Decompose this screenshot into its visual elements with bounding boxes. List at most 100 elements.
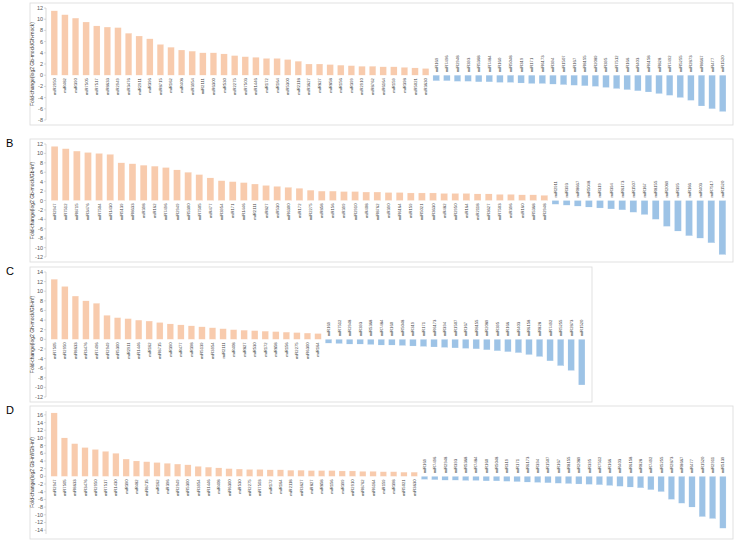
x-tick-label: miR160: [497, 57, 502, 72]
x-tick-label: miR166: [607, 458, 612, 473]
bar: [316, 64, 323, 75]
y-tick: [44, 499, 46, 500]
x-tick-label: miR6164: [381, 78, 386, 95]
x-tick-label: miR2275: [247, 479, 252, 496]
bar: [563, 201, 570, 206]
bar: [709, 476, 715, 518]
x-tick-label: miR398: [402, 78, 407, 93]
y-tick-label: 2: [40, 327, 43, 333]
x-tick-label: miR166: [687, 182, 692, 197]
x-tick-label: miR1520: [720, 55, 725, 72]
bar: [263, 58, 270, 75]
bar: [196, 175, 203, 201]
bar: [83, 22, 90, 75]
bar: [296, 188, 303, 200]
x-tick-label: miR2911: [553, 180, 558, 197]
x-tick-label: miR156: [329, 479, 334, 494]
bar: [688, 75, 695, 100]
x-tick-label: miR390: [168, 342, 173, 357]
bar: [396, 192, 403, 200]
bar: [162, 168, 169, 201]
x-tick-label: miR5368: [476, 55, 481, 72]
x-tick-label: miR2911: [126, 342, 131, 359]
x-tick-label: miR7504: [97, 203, 102, 220]
y-tick: [44, 310, 46, 311]
bar: [596, 476, 602, 484]
x-tick-label: miR7517: [103, 479, 108, 496]
bar: [129, 164, 136, 201]
bar: [709, 75, 716, 109]
bar: [199, 327, 206, 340]
x-tick-label: miR156: [338, 78, 343, 93]
x-tick-label: miR5255: [678, 55, 683, 72]
x-tick-label: miR169: [422, 458, 427, 473]
bar: [630, 201, 637, 213]
x-tick-label: miR395: [603, 57, 608, 72]
x-labels: miR2947miR7512miR8715miR3476miR7504miR14…: [52, 180, 725, 220]
x-tick-label: miR2948: [347, 319, 352, 336]
bar: [608, 201, 615, 209]
y-tick: [44, 507, 46, 508]
x-tick-label: miR5255: [558, 319, 563, 336]
bar: [603, 75, 610, 87]
x-tick-label: miR2089: [593, 55, 598, 72]
y-tick-label: -6: [38, 496, 43, 502]
x-tick-label: miR5048: [586, 180, 591, 197]
bar: [164, 463, 170, 476]
x-tick-label: miR8633: [105, 78, 110, 95]
bar: [104, 27, 111, 75]
bar: [663, 201, 670, 227]
x-tick-label: miR6164: [371, 479, 376, 496]
bar: [539, 75, 546, 83]
bar: [658, 476, 664, 491]
bar: [484, 339, 491, 350]
y-tick: [44, 460, 46, 461]
panel-letter: C: [6, 265, 14, 277]
bar: [107, 154, 114, 200]
y-tick: [44, 120, 46, 121]
bar: [240, 183, 247, 201]
bar: [114, 318, 121, 340]
panel-letter: B: [6, 137, 13, 149]
y-tick-label: 0: [40, 473, 43, 479]
bar: [178, 50, 185, 75]
bars: [51, 279, 585, 385]
bar: [369, 66, 376, 75]
x-tick-label: miR2948: [542, 203, 547, 220]
bar: [645, 75, 652, 92]
bar: [104, 315, 111, 339]
bar: [391, 67, 398, 75]
bar: [85, 152, 92, 200]
bar: [496, 194, 503, 200]
bar: [648, 476, 654, 489]
bar: [230, 330, 237, 340]
bar: [93, 26, 100, 75]
x-tick-label: miR160: [520, 203, 525, 218]
bar: [241, 330, 248, 339]
x-tick-label: miR7505: [62, 479, 67, 496]
y-tick: [44, 348, 46, 349]
x-tick-label: miR5139: [720, 456, 725, 473]
panel-frame: [30, 139, 733, 262]
x-tick-label: miR858: [273, 342, 278, 357]
x-tick-label: miR6173: [620, 180, 625, 197]
y-tick: [44, 272, 46, 273]
x-tick-label: miR8155: [653, 180, 658, 197]
panel: BFold-change(log2 Gb-mock/Gb-inf)-12-10-…: [6, 137, 733, 262]
bar: [277, 470, 283, 477]
bar: [236, 469, 242, 476]
y-tick-label: -10: [35, 245, 43, 251]
y-tick: [44, 153, 46, 154]
x-tick-label: miR2089: [576, 456, 581, 473]
x-tick-label: miR2950: [93, 479, 98, 496]
bar: [284, 60, 291, 76]
x-tick-label: miR858: [328, 78, 333, 93]
bar: [146, 321, 153, 339]
panel: CFold-change(log2 Gh-mock/Gh-inf)-12-10-…: [6, 265, 592, 402]
y-tick: [44, 191, 46, 192]
bar: [125, 319, 132, 340]
x-tick-label: miR530: [252, 342, 257, 357]
x-tick-label: miR8633: [73, 342, 78, 359]
bar: [267, 470, 273, 477]
bar: [262, 331, 269, 339]
